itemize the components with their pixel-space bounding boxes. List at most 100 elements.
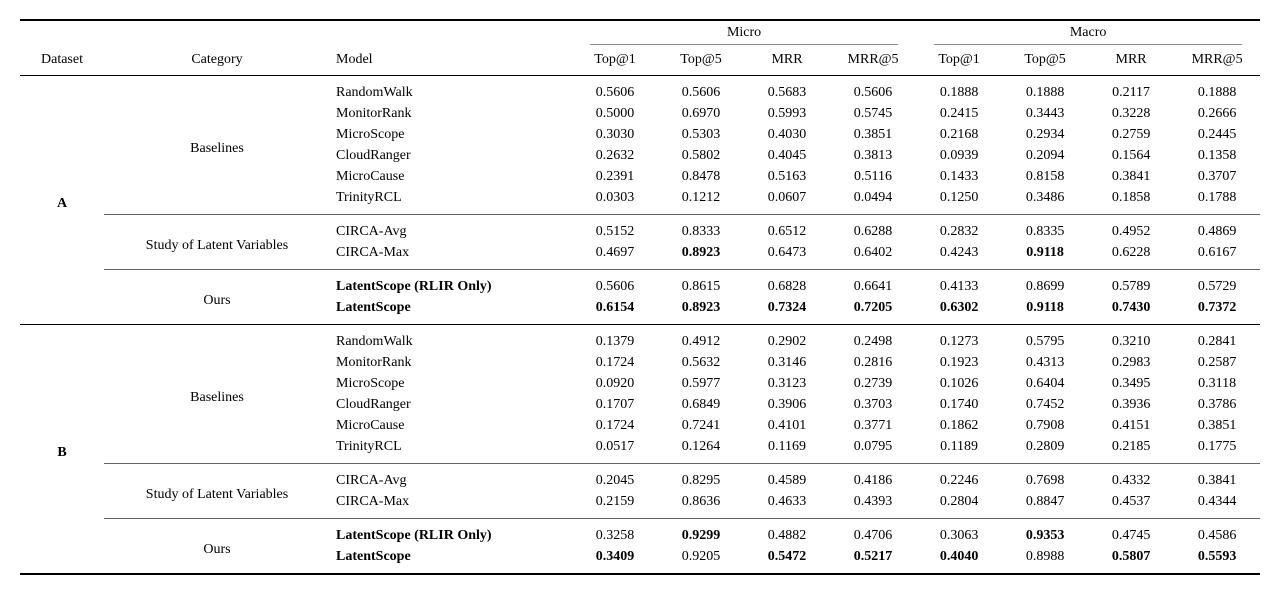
metric-value-cell: 0.5729 [1174, 269, 1261, 297]
table-row: CIRCA-Max 0.2159 0.8636 0.4633 0.4393 0.2804 0… [20, 491, 1260, 519]
metric-value-cell: 0.3851 [853, 127, 893, 142]
model-name: CIRCA-Max [336, 245, 410, 260]
col-header-micro-top1: Top@1 [572, 45, 659, 76]
metric-value-cell: 0.2983 [1111, 355, 1151, 370]
metric-value-cell: 0.5789 [1088, 269, 1175, 297]
metric-value-cell: 0.4045 [767, 148, 807, 163]
metric-value-cell: 0.5116 [854, 169, 893, 184]
metric-value-cell: 0.0795 [853, 439, 893, 454]
metric-value-cell: 0.4912 [658, 324, 745, 352]
table-row: B Baselines RandomWalk 0.1379 0.4912 0.2902 0.… [20, 324, 1261, 574]
table-row: MicroCause 0.1724 0.7241 0.4101 0.3771 0.1862… [20, 415, 1260, 436]
metric-value-cell: 0.1707 [595, 397, 635, 412]
metric-value-cell: 0.8923 [681, 245, 721, 260]
metric-value-cell: 0.1379 [572, 324, 659, 352]
metric-value-cell: 0.4332 [1088, 463, 1175, 491]
metric-value-cell: 0.2841 [1174, 324, 1261, 352]
col-header-model: Model [330, 45, 573, 76]
metric-value-cell: 0.4706 [830, 518, 917, 546]
metric-value-cell: 0.6641 [830, 269, 917, 297]
metric-value-cell: 0.4243 [939, 245, 979, 260]
model-name: RandomWalk [336, 85, 413, 100]
metric-value-cell: 0.4393 [853, 494, 893, 509]
metric-value-cell: 0.2094 [1025, 148, 1065, 163]
metric-value-cell: 0.5802 [681, 148, 721, 163]
table-row: CIRCA-Max 0.4697 0.8923 0.6473 0.6402 0.4243 0… [20, 242, 1260, 270]
metric-value-cell: 0.2809 [1025, 439, 1065, 454]
metric-value-cell: 0.2246 [916, 463, 1003, 491]
model-name: TrinityRCL [336, 190, 402, 205]
metric-value-cell: 0.4030 [767, 127, 807, 142]
table-row: Ours LatentScope (RLIR Only) 0.5606 0.8615 0… [20, 269, 1261, 325]
metric-value-cell: 0.2415 [939, 106, 979, 121]
metric-value-cell: 0.4633 [767, 494, 807, 509]
metric-value-cell: 0.5163 [767, 169, 807, 184]
metric-value-cell: 0.9205 [681, 549, 721, 564]
model-name: CIRCA-Avg [330, 214, 573, 242]
metric-value-cell: 0.1273 [916, 324, 1003, 352]
metric-value-cell: 0.1358 [1197, 148, 1237, 163]
model-name: CIRCA-Avg [330, 463, 573, 491]
metric-value-cell: 0.7452 [1025, 397, 1065, 412]
metric-value-cell: 0.8847 [1025, 494, 1065, 509]
metric-value-cell: 0.5472 [767, 549, 807, 564]
model-name: LatentScope (RLIR Only) [330, 269, 573, 297]
table-header: Micro Macro Dataset Category Model Top@1… [20, 20, 1261, 76]
metric-value-cell: 0.5632 [681, 355, 721, 370]
col-header-macro-top1: Top@1 [916, 45, 1003, 76]
metric-value-cell: 0.5977 [681, 376, 721, 391]
metric-value-cell: 0.5303 [681, 127, 721, 142]
metric-value-cell: 0.6970 [681, 106, 721, 121]
metric-group-label: Micro [726, 25, 762, 40]
metric-value-cell: 0.1564 [1111, 148, 1151, 163]
metric-value-cell: 0.8636 [681, 494, 721, 509]
metric-value-cell: 0.2832 [916, 214, 1003, 242]
metric-value-cell: 0.5606 [572, 269, 659, 297]
model-name: LatentScope (RLIR Only) [330, 518, 573, 546]
metric-value-cell: 0.0939 [939, 148, 979, 163]
metric-value-cell: 0.8295 [658, 463, 745, 491]
metric-value-cell: 0.8699 [1002, 269, 1089, 297]
metric-value-cell: 0.6473 [767, 245, 807, 260]
metric-value-cell: 0.0920 [595, 376, 635, 391]
metric-value-cell: 0.3443 [1025, 106, 1065, 121]
table-row: Study of Latent Variables CIRCA-Avg 0.5152… [20, 214, 1261, 270]
col-header-macro-mrr5: MRR@5 [1174, 45, 1261, 76]
metric-value-cell: 0.0517 [595, 439, 635, 454]
metric-value-cell: 0.4313 [1025, 355, 1065, 370]
model-name: MicroScope [336, 376, 405, 391]
micro-cmidrule [590, 44, 899, 45]
table-row: TrinityRCL 0.0303 0.1212 0.0607 0.0494 0.1250… [20, 187, 1260, 215]
category-label: Ours [104, 269, 330, 325]
metric-value-cell: 0.4101 [767, 418, 807, 433]
metric-value-cell: 0.2498 [830, 324, 917, 352]
metric-value-cell: 0.3030 [595, 127, 635, 142]
metric-value-cell: 0.6402 [853, 245, 893, 260]
model-name: MicroCause [336, 418, 405, 433]
metric-value-cell: 0.9353 [1002, 518, 1089, 546]
model-name: RandomWalk [330, 324, 573, 352]
model-name: MonitorRank [336, 355, 412, 370]
metric-value-cell: 0.6849 [681, 397, 721, 412]
metric-value-cell: 0.2632 [595, 148, 635, 163]
metric-value-cell: 0.2391 [595, 169, 635, 184]
metric-value-cell: 0.7908 [1025, 418, 1065, 433]
metric-value-cell: 0.1923 [939, 355, 979, 370]
header-spacer [20, 20, 572, 45]
metric-value-cell: 0.4537 [1111, 494, 1151, 509]
metric-value-cell: 0.3063 [916, 518, 1003, 546]
metric-value-cell: 0.2117 [1112, 85, 1151, 100]
table-row: TrinityRCL 0.0517 0.1264 0.1169 0.0795 0.1189… [20, 436, 1260, 464]
metric-value-cell: 0.4869 [1174, 214, 1261, 242]
col-header-macro-top5: Top@5 [1002, 45, 1089, 76]
metric-value-cell: 0.1212 [681, 190, 721, 205]
category-label: Baselines [104, 324, 330, 464]
metric-value-cell: 0.3409 [595, 549, 635, 564]
table-row: Ours LatentScope (RLIR Only) 0.3258 0.9299 0… [20, 518, 1261, 574]
model-name: LatentScope [336, 549, 411, 564]
results-table: Micro Macro Dataset Category Model Top@1… [20, 19, 1261, 575]
metric-group-micro: Micro [572, 20, 916, 45]
metric-value-cell: 0.2445 [1197, 127, 1237, 142]
metric-value-cell: 0.1264 [681, 439, 721, 454]
metric-value-cell: 0.4040 [939, 549, 979, 564]
